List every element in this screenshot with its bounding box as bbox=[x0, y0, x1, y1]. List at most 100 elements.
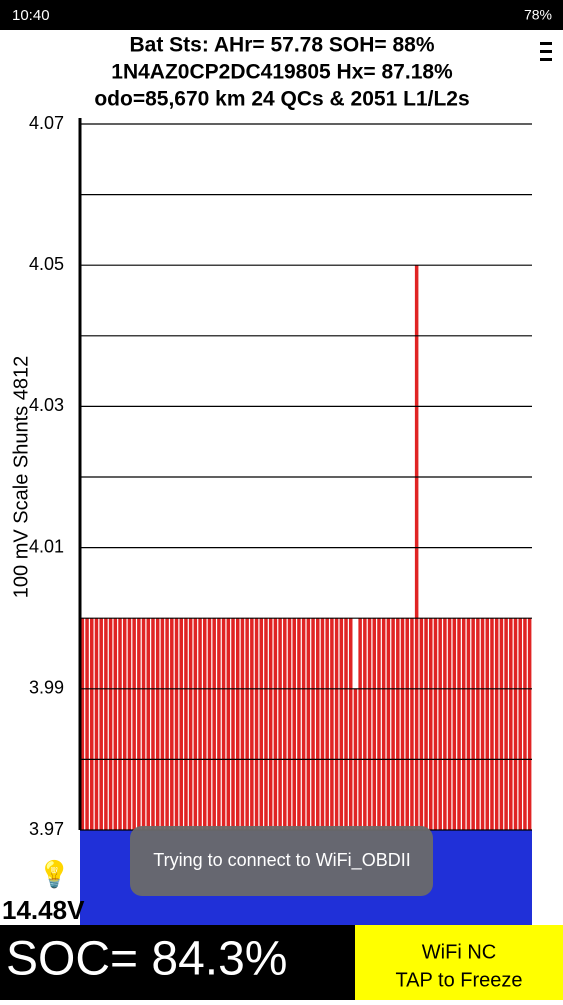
bar bbox=[278, 618, 282, 830]
bar bbox=[391, 618, 395, 830]
bar bbox=[339, 618, 344, 830]
bar bbox=[405, 618, 409, 830]
bar bbox=[429, 618, 433, 830]
button-text: TAP to Freeze bbox=[395, 969, 522, 991]
bar bbox=[273, 618, 278, 830]
bar bbox=[193, 618, 198, 830]
y-tick-label: 4.07 bbox=[29, 113, 64, 133]
bar bbox=[198, 618, 202, 830]
bar bbox=[509, 618, 513, 830]
bar bbox=[99, 618, 103, 830]
bar bbox=[471, 618, 475, 830]
bar bbox=[499, 618, 504, 830]
y-tick-label: 4.03 bbox=[29, 395, 64, 415]
menu-bar bbox=[540, 58, 552, 61]
y-tick-label: 4.05 bbox=[29, 254, 64, 274]
bar bbox=[396, 618, 400, 830]
bar bbox=[155, 618, 160, 830]
bar bbox=[306, 618, 311, 830]
bar bbox=[494, 618, 499, 830]
bar bbox=[438, 618, 442, 830]
bar bbox=[367, 618, 372, 830]
bar bbox=[160, 618, 165, 830]
y-tick-label: 3.97 bbox=[29, 819, 64, 839]
bar bbox=[466, 618, 471, 830]
bar bbox=[485, 618, 490, 830]
bar bbox=[325, 618, 329, 830]
bar bbox=[203, 618, 207, 830]
bar bbox=[108, 618, 113, 830]
bar bbox=[461, 618, 466, 830]
bar bbox=[344, 618, 348, 830]
bar bbox=[424, 618, 428, 830]
bar bbox=[94, 618, 99, 830]
menu-bar bbox=[540, 42, 552, 45]
bar bbox=[400, 618, 405, 830]
bar bbox=[170, 618, 174, 830]
bar bbox=[433, 618, 438, 830]
bar bbox=[250, 618, 254, 830]
bar bbox=[410, 618, 414, 830]
bar bbox=[127, 618, 132, 830]
bar bbox=[174, 618, 179, 830]
bar bbox=[217, 618, 221, 830]
bar bbox=[452, 618, 457, 830]
bar bbox=[264, 618, 268, 830]
bar bbox=[151, 618, 155, 830]
bar bbox=[212, 618, 216, 830]
bar bbox=[85, 618, 89, 830]
bar bbox=[165, 618, 169, 830]
bar bbox=[188, 618, 193, 830]
bar bbox=[480, 618, 485, 830]
soc-panel bbox=[0, 925, 355, 1000]
bar bbox=[490, 618, 494, 830]
voltage: 14.48V bbox=[2, 895, 85, 925]
toast-text: Trying to connect to WiFi_OBDII bbox=[153, 850, 410, 871]
bar bbox=[316, 618, 320, 830]
bar bbox=[268, 618, 273, 830]
toast bbox=[130, 826, 433, 896]
freeze-button[interactable] bbox=[355, 925, 563, 1000]
header-line: 1N4AZ0CP2DC419805 Hx= 87.18% bbox=[111, 61, 453, 84]
menu-bar bbox=[540, 50, 552, 53]
bar bbox=[184, 618, 188, 830]
bar bbox=[292, 618, 296, 830]
soc: SOC= 84.3% bbox=[6, 933, 287, 986]
y-tick-label: 4.01 bbox=[29, 536, 64, 556]
bar bbox=[254, 618, 259, 830]
bar bbox=[381, 618, 386, 830]
bar bbox=[240, 618, 245, 830]
bar bbox=[358, 618, 362, 830]
bar bbox=[372, 618, 377, 830]
bar bbox=[311, 618, 315, 830]
bar bbox=[504, 618, 508, 830]
bulb-icon: 💡 bbox=[38, 859, 70, 889]
bar bbox=[113, 618, 118, 830]
bar bbox=[118, 618, 122, 830]
bar bbox=[513, 618, 518, 830]
status-time: 10:40 bbox=[12, 7, 50, 24]
bar bbox=[386, 618, 391, 830]
bar bbox=[527, 618, 532, 830]
bar bbox=[297, 618, 301, 830]
bar bbox=[523, 618, 527, 830]
bar bbox=[122, 618, 127, 830]
menu-icon[interactable] bbox=[540, 42, 552, 61]
bar bbox=[235, 618, 240, 830]
bar bbox=[518, 618, 522, 830]
bar bbox=[377, 618, 381, 830]
bar bbox=[179, 618, 183, 830]
bar bbox=[231, 618, 235, 830]
bar bbox=[287, 618, 292, 830]
bar bbox=[419, 618, 424, 830]
bar bbox=[132, 618, 136, 830]
bar bbox=[334, 618, 339, 830]
bar bbox=[330, 618, 334, 830]
bar bbox=[221, 618, 226, 830]
bar bbox=[137, 618, 141, 830]
bar bbox=[320, 618, 325, 830]
bar bbox=[245, 618, 249, 830]
bar bbox=[207, 618, 212, 830]
